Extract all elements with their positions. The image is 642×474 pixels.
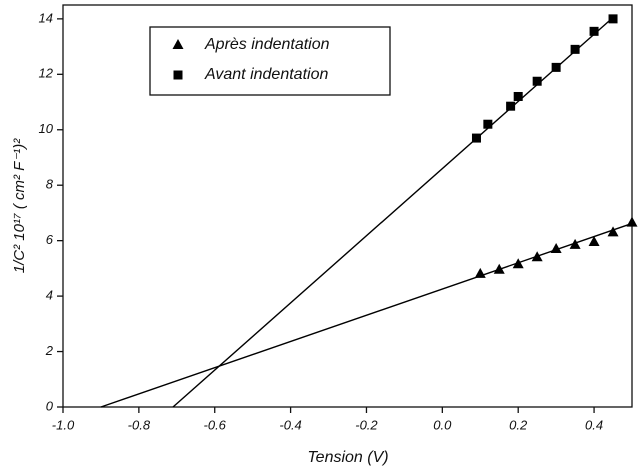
data-point (550, 242, 562, 253)
x-axis-label: Tension (V) (307, 449, 388, 466)
data-point (588, 236, 600, 247)
data-point (512, 258, 524, 269)
x-tick-label: -0.2 (355, 417, 378, 432)
data-point (506, 101, 516, 111)
x-tick-label: 0.2 (509, 417, 528, 432)
data-point (569, 238, 581, 249)
data-point (513, 91, 523, 101)
x-tick-label: 0.4 (585, 417, 603, 432)
legend-marker (173, 70, 183, 80)
x-tick-label: -0.8 (128, 417, 151, 432)
data-point (589, 26, 599, 36)
plot-frame (62, 4, 633, 408)
data-point (532, 76, 542, 86)
data-point (607, 226, 619, 237)
legend-label: Avant indentation (204, 66, 328, 83)
data-point (531, 251, 543, 262)
data-point (471, 133, 481, 143)
data-point (551, 62, 561, 72)
legend-box (149, 26, 391, 96)
x-tick-label: -0.6 (204, 417, 227, 432)
x-tick-label: -1.0 (52, 417, 75, 432)
y-tick-label: 0 (46, 398, 54, 413)
y-axis-label: 1/C² 10¹⁷ ( cm² F⁻¹)² (11, 138, 28, 273)
legend-marker (172, 39, 184, 49)
fit-line (100, 222, 633, 408)
data-point (493, 263, 505, 274)
y-tick-label: 10 (39, 121, 54, 136)
x-tick-label: 0.0 (433, 417, 452, 432)
y-tick-label: 8 (46, 177, 54, 192)
data-point (483, 119, 493, 129)
y-tick-label: 2 (45, 343, 54, 358)
y-tick-label: 4 (46, 288, 53, 303)
data-point (626, 216, 638, 227)
y-tick-label: 14 (39, 10, 53, 25)
y-tick-label: 12 (39, 66, 54, 81)
data-point (570, 44, 580, 54)
data-point (608, 14, 618, 24)
y-tick-label: 6 (46, 232, 54, 247)
legend-label: Après indentation (204, 36, 330, 53)
x-tick-label: -0.4 (279, 417, 301, 432)
data-point (474, 267, 486, 278)
